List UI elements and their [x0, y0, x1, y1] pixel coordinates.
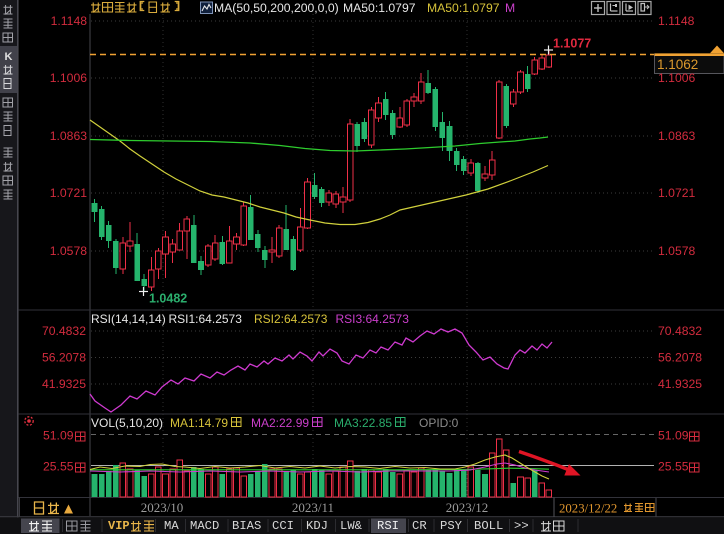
svg-text:2023/10: 2023/10	[141, 500, 184, 515]
svg-text:BIAS: BIAS	[232, 519, 261, 533]
svg-text:RSI3:64.2573: RSI3:64.2573	[336, 312, 410, 326]
svg-text:MA50:1.0797: MA50:1.0797	[427, 1, 500, 15]
svg-text:2023/12: 2023/12	[446, 500, 489, 515]
svg-text:51.09: 51.09	[43, 429, 74, 443]
svg-text:M: M	[505, 1, 515, 15]
svg-text:VIP: VIP	[108, 519, 130, 533]
svg-text:1.0721: 1.0721	[658, 186, 695, 200]
svg-text:MACD: MACD	[190, 519, 219, 533]
svg-text:LW&: LW&	[340, 519, 363, 533]
svg-text:RSI2:64.2573: RSI2:64.2573	[254, 312, 328, 326]
svg-text:70.4832: 70.4832	[42, 324, 86, 338]
svg-text:MA1:14.79: MA1:14.79	[170, 416, 228, 430]
svg-text:MA: MA	[164, 519, 179, 533]
svg-text:41.9325: 41.9325	[42, 377, 86, 391]
svg-text:1.1077: 1.1077	[553, 37, 591, 51]
svg-text:MA2:22.99: MA2:22.99	[251, 416, 309, 430]
svg-text:1.1148: 1.1148	[51, 14, 88, 28]
svg-text:56.2078: 56.2078	[42, 351, 86, 365]
svg-text:RSI: RSI	[377, 519, 399, 533]
svg-text:70.4832: 70.4832	[658, 324, 702, 338]
svg-text:1.0578: 1.0578	[50, 244, 87, 258]
svg-text:K: K	[5, 51, 13, 63]
svg-text:1.0863: 1.0863	[658, 129, 695, 143]
svg-text:CCI: CCI	[272, 519, 294, 533]
svg-text:MA50:1.0797: MA50:1.0797	[343, 1, 416, 15]
svg-text:25.55: 25.55	[43, 460, 74, 474]
svg-text:41.9325: 41.9325	[658, 377, 702, 391]
svg-text:RSI1:64.2573: RSI1:64.2573	[169, 312, 243, 326]
svg-text:1.0578: 1.0578	[658, 244, 695, 258]
svg-text:1.1006: 1.1006	[658, 71, 695, 85]
svg-text:2023/12/22: 2023/12/22	[559, 502, 617, 516]
svg-text:MA3:22.85: MA3:22.85	[334, 416, 392, 430]
svg-text:BOLL: BOLL	[474, 519, 503, 533]
svg-text:1.1148: 1.1148	[658, 14, 695, 28]
svg-text:PSY: PSY	[440, 519, 463, 533]
svg-text:1.0482: 1.0482	[149, 292, 187, 306]
svg-text:1.1006: 1.1006	[50, 71, 87, 85]
svg-text:RSI(14,14,14): RSI(14,14,14)	[91, 312, 166, 326]
svg-text:1.0863: 1.0863	[50, 129, 87, 143]
svg-text:KDJ: KDJ	[306, 519, 328, 533]
svg-text:2023/11: 2023/11	[292, 500, 334, 515]
svg-text:MA(50,50,200,200,0,0): MA(50,50,200,200,0,0)	[214, 1, 339, 15]
svg-text:>>: >>	[514, 519, 529, 533]
svg-text:51.09: 51.09	[658, 429, 689, 443]
svg-text:1.1062: 1.1062	[657, 57, 698, 72]
svg-text:56.2078: 56.2078	[658, 351, 702, 365]
svg-text:OPID:0: OPID:0	[419, 416, 459, 430]
svg-text:1.0721: 1.0721	[50, 186, 87, 200]
svg-text:VOL(5,10,20): VOL(5,10,20)	[91, 416, 163, 430]
svg-text:CR: CR	[412, 519, 427, 533]
svg-text:25.55: 25.55	[658, 460, 689, 474]
